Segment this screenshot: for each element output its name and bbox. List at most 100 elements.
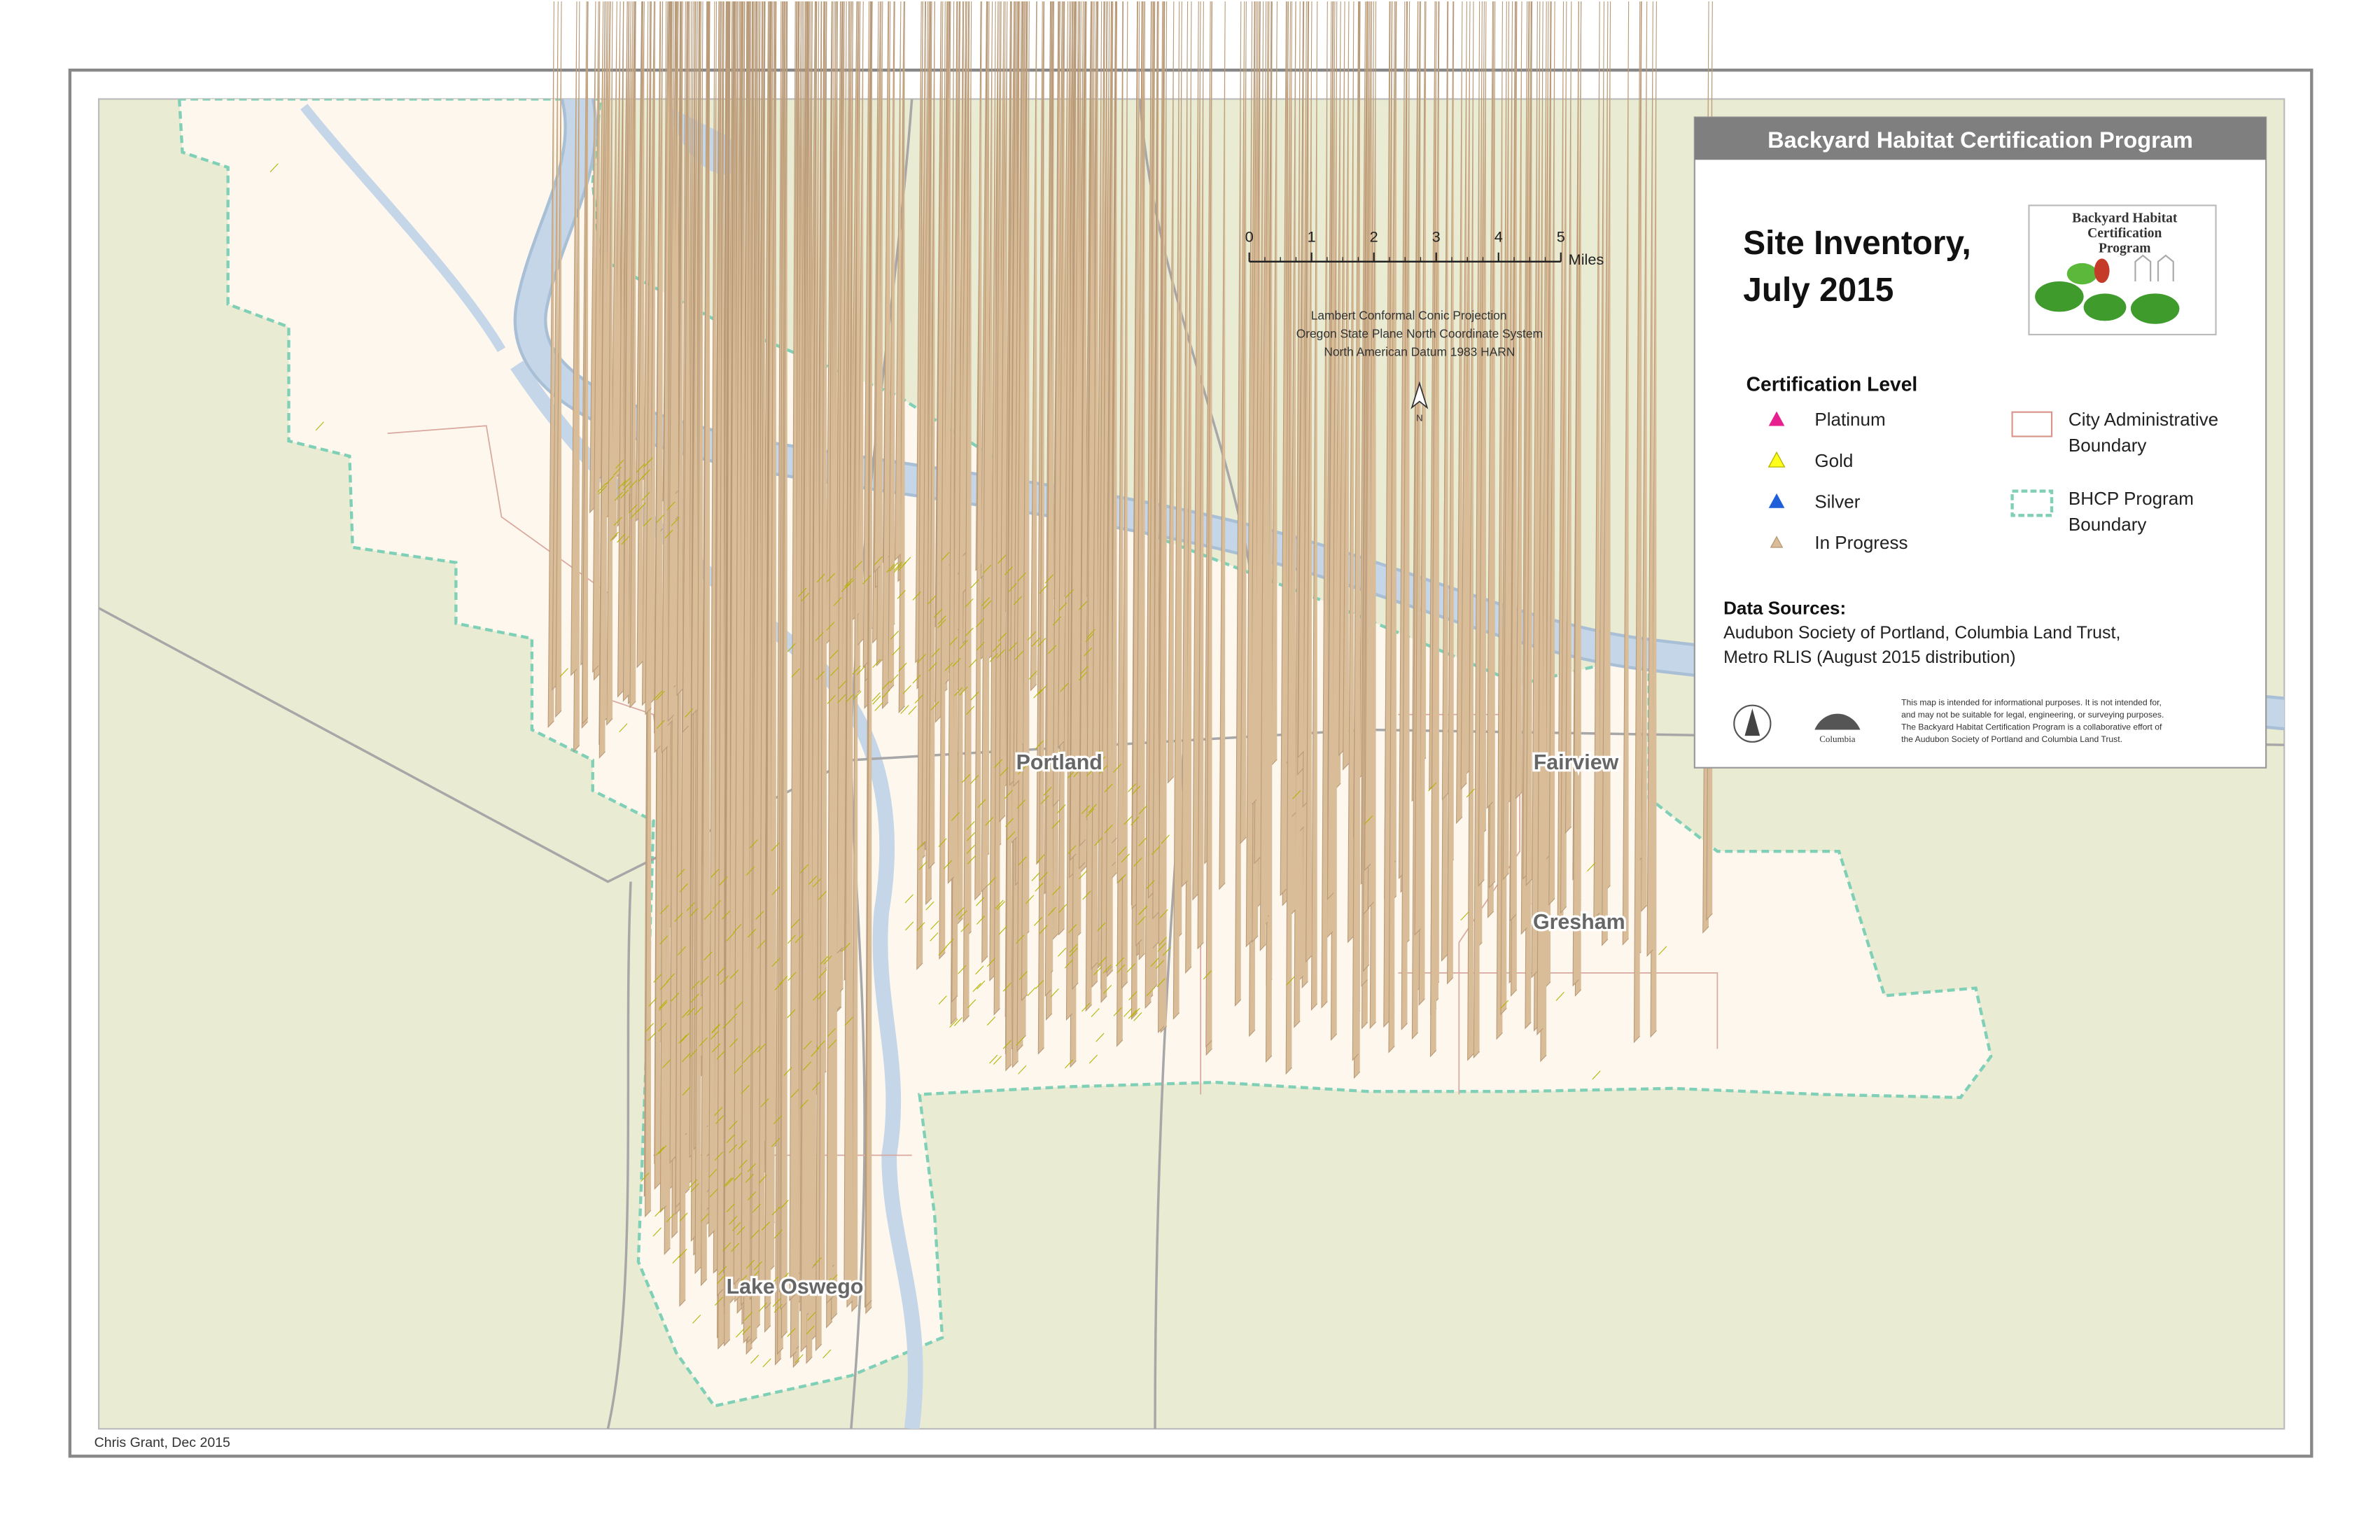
site-marker xyxy=(1088,1054,1098,1064)
site-marker xyxy=(952,657,961,667)
site-marker xyxy=(1135,1,1142,947)
site-marker xyxy=(1008,583,1017,592)
site-marker xyxy=(733,923,742,933)
site-marker xyxy=(1117,874,1126,883)
site-marker xyxy=(1292,790,1301,799)
site-marker xyxy=(1030,1,1037,692)
site-marker xyxy=(908,706,917,715)
site-marker xyxy=(630,509,639,519)
site-marker xyxy=(862,1,870,668)
site-marker xyxy=(726,1134,735,1144)
site-marker xyxy=(315,421,324,431)
data-sources-title: Data Sources: xyxy=(1723,597,1846,618)
site-marker xyxy=(729,1038,738,1048)
site-marker xyxy=(1259,1,1267,951)
site-marker xyxy=(1014,650,1024,660)
site-marker xyxy=(270,163,279,173)
city-label: Lake Oswego xyxy=(727,1275,864,1298)
site-marker xyxy=(640,1172,650,1182)
site-marker xyxy=(1167,1,1175,784)
site-marker xyxy=(892,646,901,656)
site-marker xyxy=(818,990,827,1000)
site-marker xyxy=(1085,633,1094,643)
site-marker xyxy=(938,946,947,956)
site-marker xyxy=(712,899,721,909)
site-marker xyxy=(800,1,808,1353)
site-marker xyxy=(708,1,715,1238)
site-marker xyxy=(944,860,953,869)
site-marker xyxy=(716,967,726,976)
site-marker xyxy=(764,1,771,1310)
site-marker xyxy=(905,921,914,931)
site-marker xyxy=(1131,1,1138,910)
site-marker xyxy=(1103,985,1112,994)
site-marker xyxy=(1306,1,1312,963)
site-marker xyxy=(787,934,796,944)
site-marker xyxy=(726,932,735,941)
site-marker xyxy=(826,1,833,1305)
site-marker xyxy=(962,1,970,1023)
site-marker xyxy=(787,1009,796,1018)
site-marker xyxy=(1496,1,1503,1040)
site-marker xyxy=(1658,946,1667,955)
site-marker xyxy=(813,878,822,888)
site-marker xyxy=(1146,987,1155,997)
site-marker xyxy=(1146,880,1155,890)
site-marker xyxy=(985,817,994,826)
site-marker xyxy=(547,1,554,729)
site-marker xyxy=(681,1053,691,1063)
site-marker xyxy=(690,907,699,917)
site-marker xyxy=(678,1035,687,1044)
site-marker xyxy=(1456,1,1463,825)
site-marker xyxy=(758,1175,767,1184)
site-marker xyxy=(780,1,788,1310)
site-marker xyxy=(938,838,947,848)
site-marker xyxy=(1531,1,1538,979)
site-marker xyxy=(1086,629,1096,638)
site-marker xyxy=(853,691,862,700)
site-marker xyxy=(676,1,683,696)
site-marker xyxy=(1429,1,1437,1058)
site-marker xyxy=(1070,1,1077,861)
site-marker xyxy=(997,632,1007,642)
site-marker xyxy=(918,861,927,871)
site-marker xyxy=(930,920,939,930)
site-marker xyxy=(709,1188,718,1198)
site-marker xyxy=(605,475,614,485)
scale-label: 1 xyxy=(1308,228,1316,246)
site-marker xyxy=(723,1,731,1347)
site-marker xyxy=(1592,1070,1601,1080)
site-marker xyxy=(1026,895,1035,904)
site-marker xyxy=(886,564,895,573)
site-marker xyxy=(1002,982,1011,992)
site-marker xyxy=(1473,1,1480,1059)
site-marker xyxy=(941,552,950,561)
site-marker xyxy=(1091,1008,1100,1018)
site-marker xyxy=(729,1215,738,1225)
site-marker xyxy=(722,1242,732,1252)
site-marker xyxy=(677,946,687,955)
site-marker xyxy=(717,1,724,1297)
site-marker xyxy=(1622,1,1630,946)
site-marker xyxy=(680,1032,690,1042)
site-marker xyxy=(1027,631,1037,640)
legend-label: Silver xyxy=(1814,491,1860,512)
site-marker xyxy=(816,1040,825,1050)
legend-label: BHCP Program xyxy=(2068,488,2194,509)
site-marker xyxy=(865,1,872,1308)
site-marker xyxy=(742,1326,751,1335)
site-marker xyxy=(1081,805,1090,814)
site-marker xyxy=(1234,1,1242,1007)
site-marker xyxy=(1326,1,1334,900)
site-marker xyxy=(714,1107,723,1116)
site-marker xyxy=(722,910,731,920)
site-marker xyxy=(1116,964,1126,974)
site-marker xyxy=(933,608,943,618)
site-marker xyxy=(800,592,810,602)
site-marker xyxy=(1467,1,1474,1061)
site-marker xyxy=(718,1266,727,1275)
site-marker xyxy=(965,627,974,637)
site-marker xyxy=(1254,1,1261,864)
site-marker xyxy=(818,1,826,1292)
site-marker xyxy=(845,694,854,704)
